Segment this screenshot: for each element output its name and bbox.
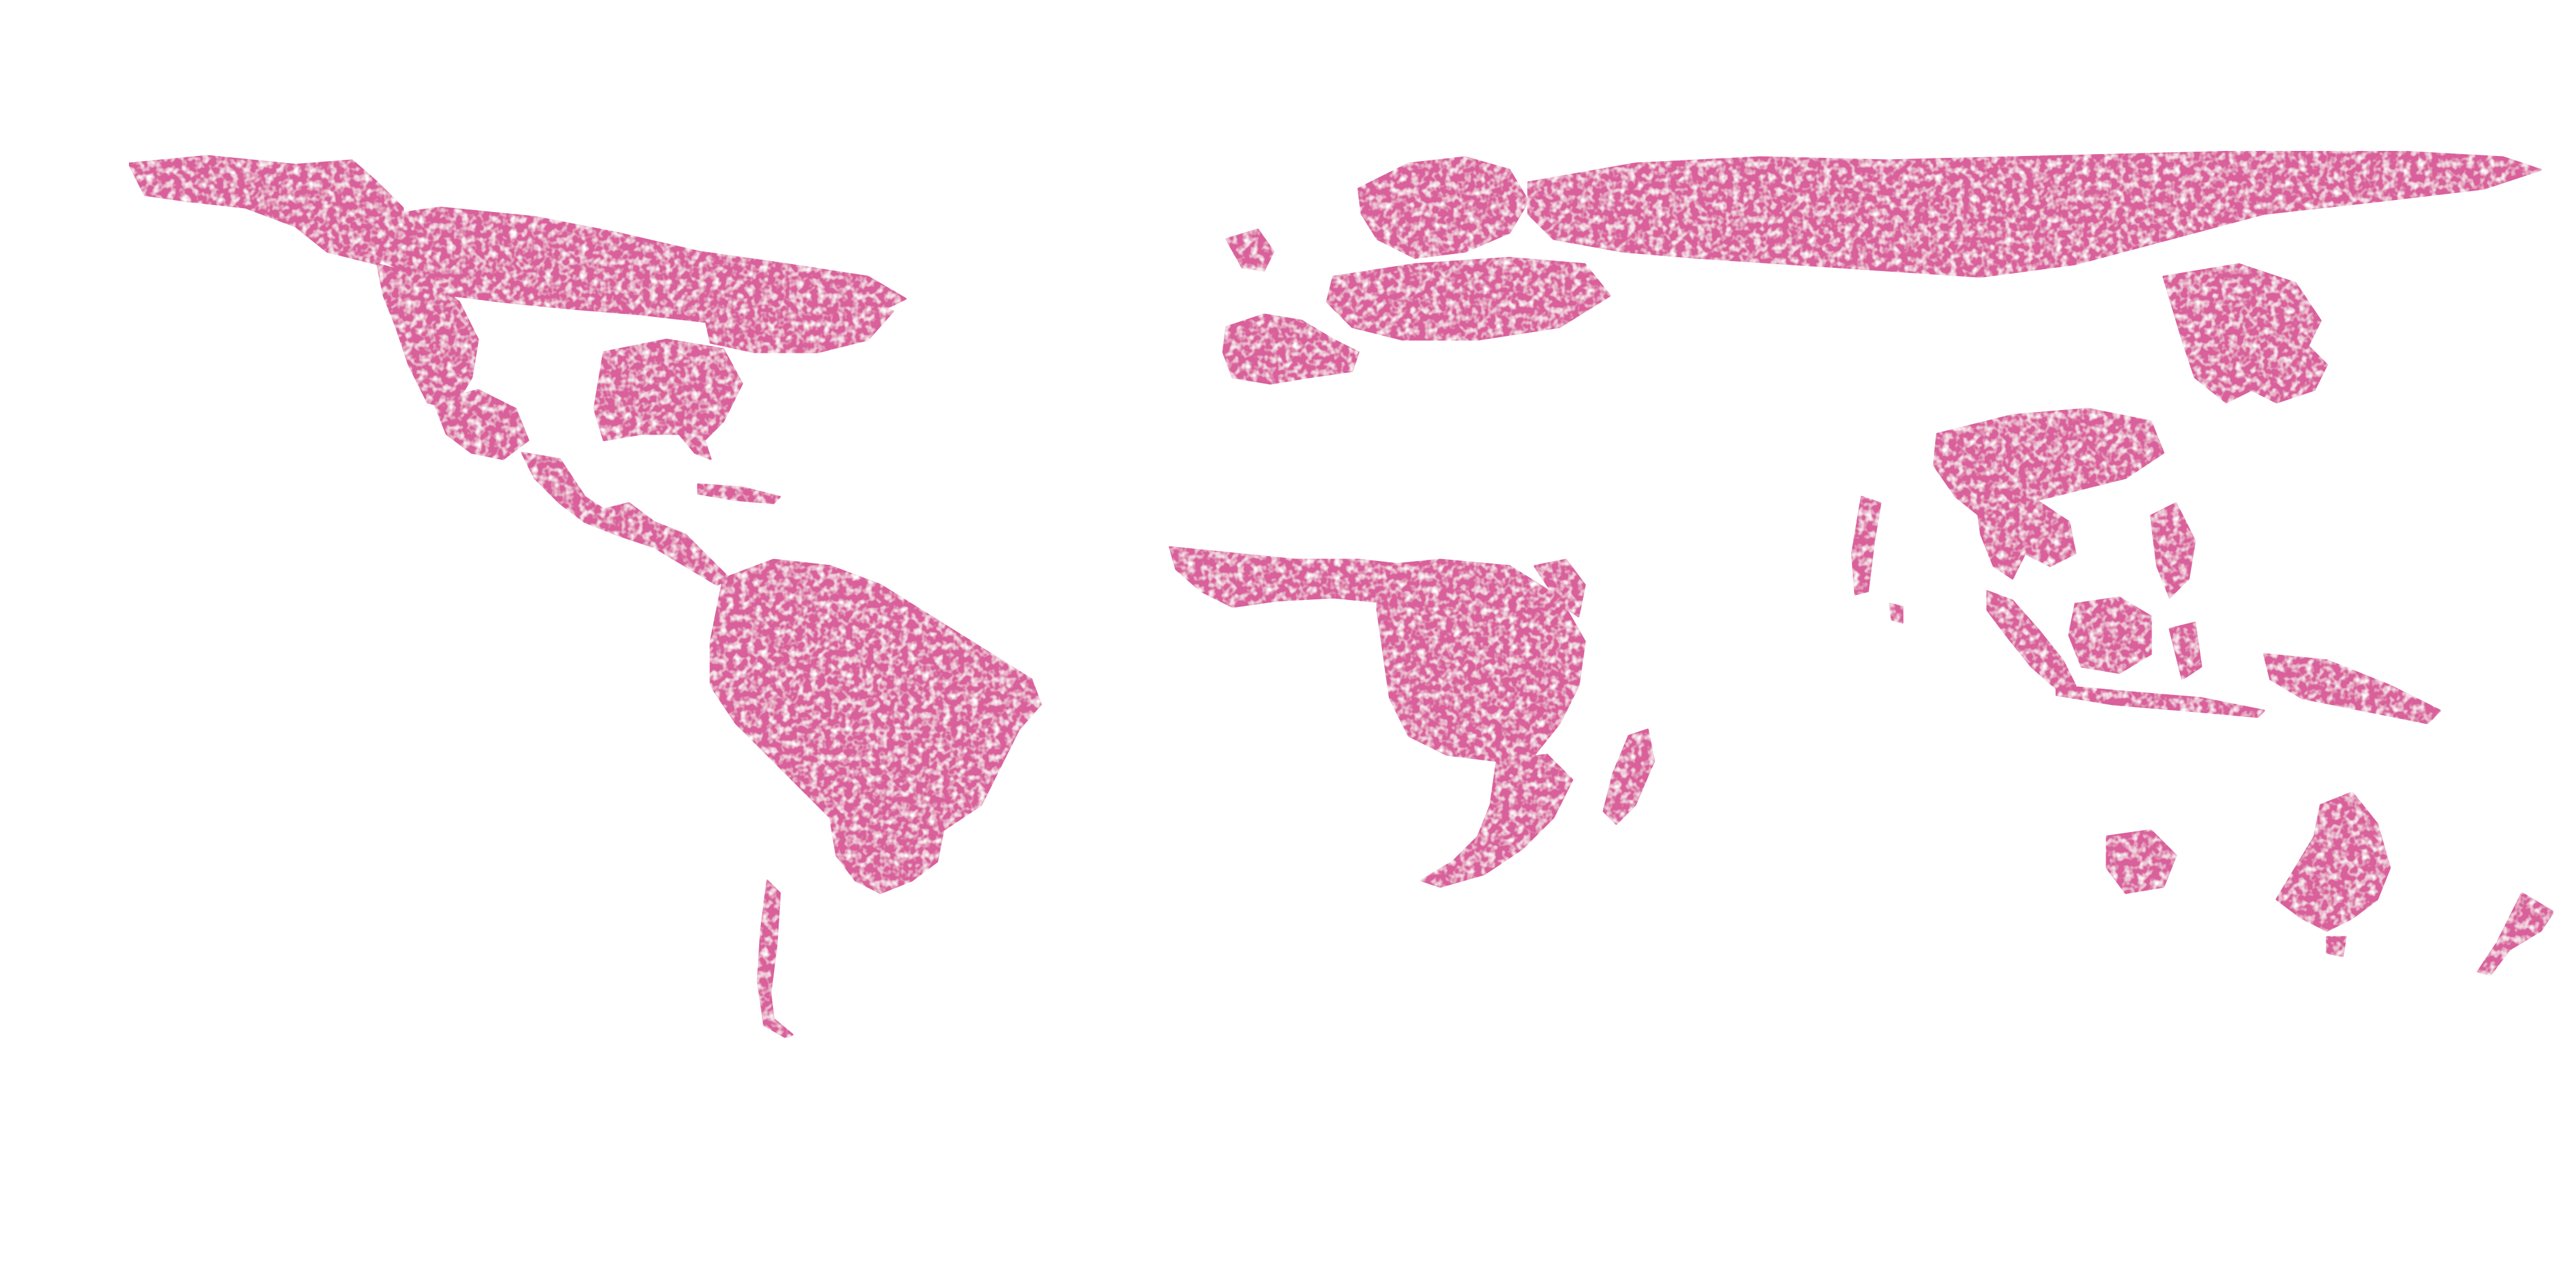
region-india-ghats <box>1851 496 1882 596</box>
region-scandinavia <box>1357 156 1530 259</box>
region-patagonia <box>757 879 794 1039</box>
region-central-america <box>521 452 731 586</box>
region-tasmania <box>2326 936 2347 957</box>
region-central-africa <box>1376 558 1586 762</box>
region-eastern-canada <box>703 294 894 353</box>
region-new-guinea <box>2263 653 2441 724</box>
region-madagascar <box>1602 728 1655 825</box>
region-sumatra <box>1986 590 2077 690</box>
region-western-europe <box>1222 313 1360 385</box>
region-south-america-north <box>709 558 1042 844</box>
region-sulawesi <box>2168 621 2202 680</box>
region-caribbean <box>697 483 781 504</box>
species-range-layer <box>128 150 2555 1039</box>
region-south-china <box>1933 408 2165 523</box>
region-southern-africa <box>1420 753 1574 888</box>
region-southwest-australia <box>2106 829 2177 894</box>
region-south-america-southeast <box>829 816 945 894</box>
region-eastern-us <box>593 338 743 460</box>
region-east-africa <box>1533 558 1586 618</box>
region-british-isles <box>1225 228 1275 272</box>
region-philippines <box>2150 502 2196 599</box>
region-siberia <box>1527 150 2542 278</box>
region-borneo <box>2068 596 2152 674</box>
region-western-us <box>433 389 530 460</box>
region-new-zealand <box>2477 892 2555 976</box>
region-alaska <box>128 155 410 265</box>
region-eastern-australia <box>2275 791 2391 932</box>
region-eastern-europe <box>1326 257 1611 341</box>
region-indochina <box>1974 489 2077 580</box>
region-sri-lanka <box>1889 602 1904 624</box>
region-java <box>2055 684 2265 718</box>
region-japan <box>2250 338 2328 404</box>
